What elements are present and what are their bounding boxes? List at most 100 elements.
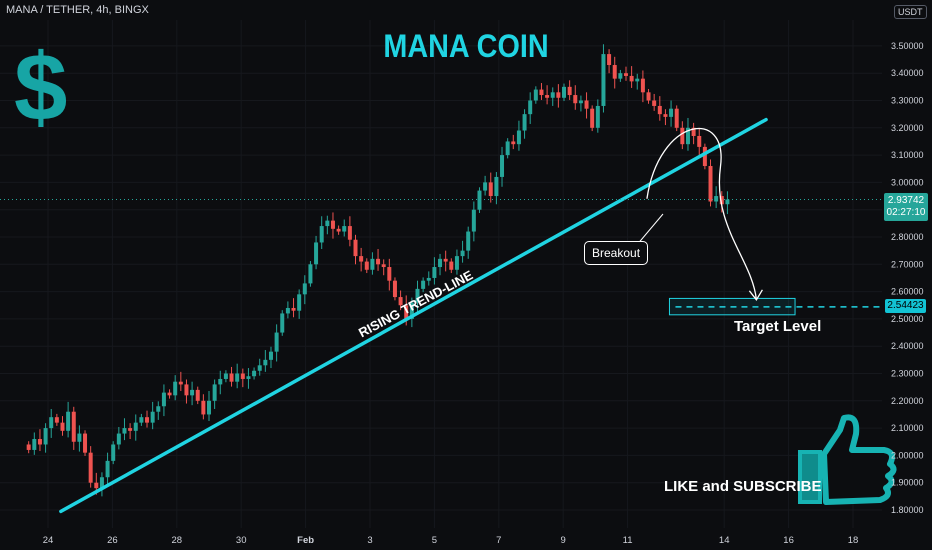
thumb-cuff (798, 450, 822, 504)
date-tick-label: 30 (236, 535, 247, 546)
candle (533, 89, 538, 101)
date-tick-label: 24 (43, 535, 54, 546)
candle (77, 433, 82, 442)
candle (314, 242, 319, 265)
candle (71, 411, 76, 442)
candle (719, 196, 724, 205)
candle (167, 392, 172, 396)
candle (280, 313, 285, 333)
candle (173, 381, 178, 396)
candle (156, 406, 161, 412)
current-price-tag: 2.93742 02:27:10 (884, 193, 928, 221)
candle (184, 384, 189, 396)
candle (122, 428, 127, 434)
candle (246, 376, 251, 379)
candle (128, 428, 133, 431)
date-tick-label: 5 (432, 535, 437, 546)
candle (488, 182, 493, 197)
candle (590, 108, 595, 128)
candle (601, 54, 606, 106)
candle (88, 452, 93, 483)
price-tick-label: 2.30000 (891, 369, 924, 379)
candle (505, 141, 510, 156)
candle (483, 182, 488, 191)
candle (646, 92, 651, 101)
candle (94, 482, 99, 489)
candle (60, 422, 65, 431)
candle (500, 155, 505, 177)
candle (218, 378, 223, 385)
candle (567, 86, 572, 96)
candle (618, 73, 623, 79)
candle (37, 439, 42, 445)
candle (229, 373, 234, 382)
candle (139, 417, 144, 423)
date-tick-label: 11 (623, 535, 633, 546)
breakout-pointer (635, 213, 664, 247)
candle (133, 422, 138, 431)
projection-arrowhead (748, 289, 763, 301)
price-tick-label: 3.30000 (891, 96, 924, 106)
price-tick-label: 2.10000 (891, 423, 924, 433)
candle (201, 400, 206, 415)
candle (325, 220, 330, 227)
candle (652, 100, 657, 106)
date-tick-label: Feb (297, 535, 314, 546)
candle (268, 351, 273, 360)
quote-currency-badge[interactable]: USDT (894, 5, 927, 19)
target-level-label: Target Level (734, 318, 822, 335)
price-tick-label: 1.90000 (891, 478, 924, 488)
candle (145, 417, 150, 423)
price-tick-label: 3.10000 (891, 150, 924, 160)
candle (477, 190, 482, 210)
candle (595, 105, 600, 128)
candle (494, 176, 499, 197)
candle (83, 433, 88, 453)
candle (702, 146, 707, 167)
candle (387, 267, 392, 281)
candle (573, 95, 578, 104)
date-tick-label: 26 (107, 535, 118, 546)
candle (635, 78, 640, 82)
candle (150, 411, 155, 423)
candle (421, 280, 426, 289)
candle (105, 460, 110, 478)
date-tick-label: 9 (561, 535, 566, 546)
candle (460, 250, 465, 257)
candle (359, 256, 364, 262)
candle (522, 114, 527, 131)
price-tick-label: 2.50000 (891, 314, 924, 324)
candle (454, 256, 459, 270)
candle (54, 417, 59, 423)
candle (528, 100, 533, 115)
candle (578, 100, 583, 104)
price-tick-label: 2.20000 (891, 396, 924, 406)
candle (443, 258, 448, 262)
candle (471, 209, 476, 232)
candle (308, 264, 313, 284)
candle (550, 92, 555, 98)
candle (640, 78, 645, 93)
candle (415, 288, 420, 303)
candle (342, 226, 347, 232)
rising-trendline (59, 117, 768, 514)
candle (240, 373, 245, 379)
candle (545, 95, 550, 98)
candles (26, 44, 730, 497)
candle (663, 114, 668, 117)
price-tick-label: 3.00000 (891, 177, 924, 187)
price-tick-label: 2.00000 (891, 450, 924, 460)
candle (347, 226, 352, 240)
candle (629, 75, 634, 82)
candle (432, 267, 437, 278)
candle (285, 307, 290, 314)
candle (257, 365, 262, 371)
candle (725, 199, 730, 205)
candle (708, 166, 713, 202)
candle (607, 54, 612, 66)
projection-arrow (646, 127, 758, 300)
candle (116, 433, 121, 445)
time-axis: 24 26 28 30 Feb 3 5 7 9 11 14 16 18 (43, 535, 859, 546)
date-tick-label: 7 (496, 535, 501, 546)
